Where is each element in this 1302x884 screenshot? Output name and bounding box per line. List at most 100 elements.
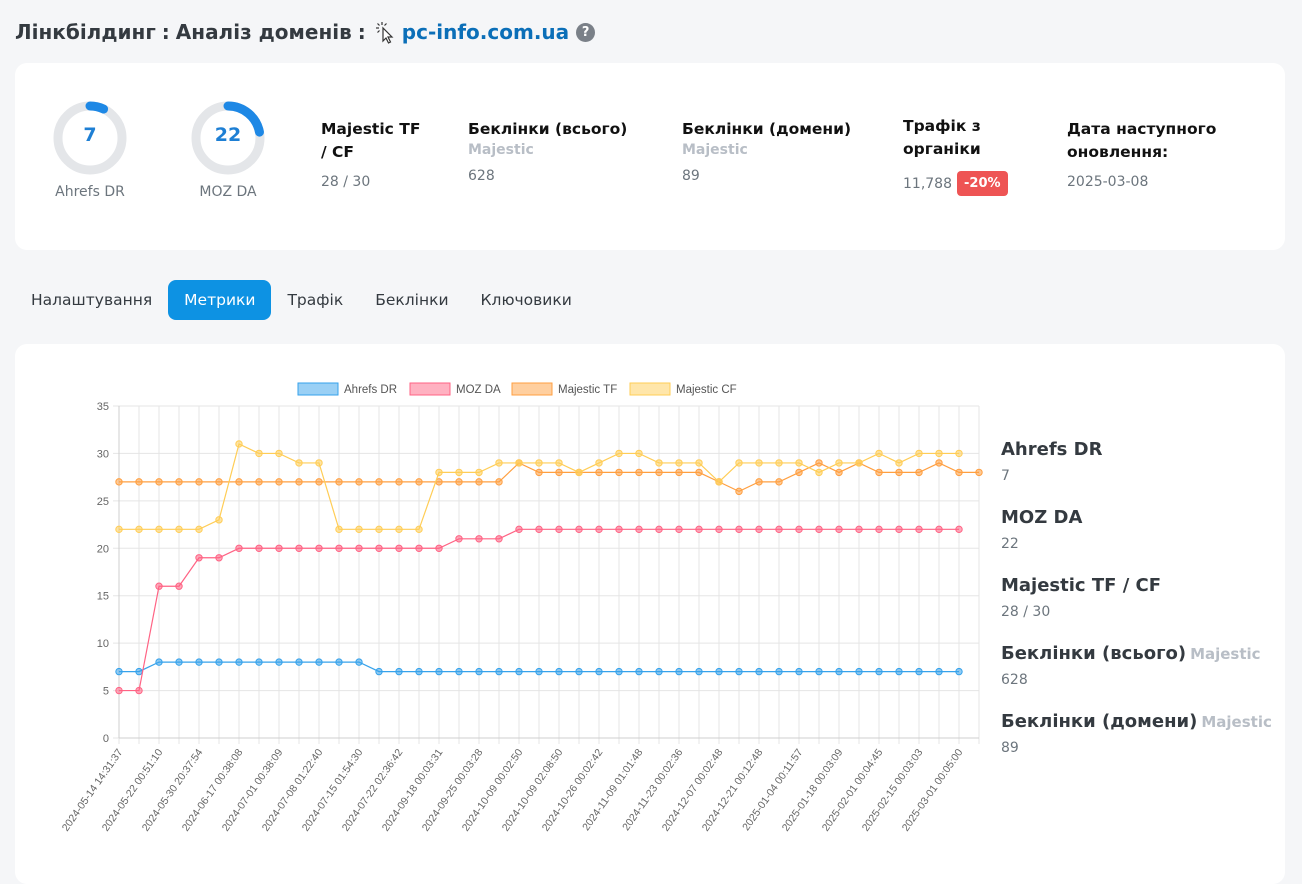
data-point <box>275 658 283 666</box>
data-point <box>335 658 343 666</box>
data-point <box>695 525 703 534</box>
subsection-title: Аналіз доменів <box>175 20 352 44</box>
data-point <box>415 544 423 552</box>
data-point <box>835 667 843 676</box>
data-point <box>475 667 483 676</box>
ahrefs-dr-value: 7 <box>83 124 97 146</box>
data-point <box>455 478 463 486</box>
moz-da-ring <box>191 101 265 175</box>
backlinks-total-title: Беклінки (всього) <box>468 120 628 138</box>
data-point <box>775 667 783 676</box>
data-point <box>195 478 203 486</box>
data-point <box>815 468 823 477</box>
data-point <box>815 459 823 467</box>
data-point <box>375 525 383 534</box>
data-point <box>675 525 683 534</box>
legend-swatch <box>511 382 553 396</box>
data-point <box>215 478 223 486</box>
data-point <box>875 525 883 534</box>
data-point <box>795 468 803 477</box>
data-point <box>875 449 883 458</box>
data-point <box>175 582 183 590</box>
data-point <box>735 487 743 496</box>
backlinks-total-source: Majestic <box>468 142 534 158</box>
section-title: Лінкбілдинг <box>15 20 156 44</box>
backlinks-domains-metric: Беклінки (домени) Majestic 89 <box>682 118 872 184</box>
data-point <box>315 544 323 552</box>
data-point <box>875 468 883 477</box>
side-stat-value: 28 / 30 <box>1001 604 1051 620</box>
data-point <box>175 658 183 666</box>
side-stat-ahrefs-dr: Ahrefs DR 7 <box>1001 438 1281 484</box>
data-point <box>675 468 683 477</box>
data-point <box>595 667 603 676</box>
side-stat-title: Majestic TF / CF <box>1001 575 1162 596</box>
data-point <box>775 459 783 467</box>
data-point <box>275 449 283 458</box>
side-stat-source: Majestic <box>1190 645 1261 663</box>
data-point <box>635 449 643 458</box>
ahrefs-dr-label: Ahrefs DR <box>55 184 125 200</box>
data-point <box>835 468 843 477</box>
data-point <box>115 667 123 676</box>
data-point <box>755 525 763 534</box>
data-point <box>695 667 703 676</box>
side-stats: Ahrefs DR 7 MOZ DA 22 Majestic TF / CF 2… <box>1001 438 1281 778</box>
tabs-bar: Налаштування Метрики Трафік Беклінки Клю… <box>15 280 588 320</box>
legend-label: Majestic TF <box>558 384 617 396</box>
side-stat-title: MOZ DA <box>1001 507 1083 528</box>
data-point <box>655 667 663 676</box>
data-point <box>115 686 123 695</box>
data-point <box>135 478 143 486</box>
tab-metrics[interactable]: Метрики <box>168 280 272 320</box>
backlinks-domains-source: Majestic <box>682 142 748 158</box>
data-point <box>535 468 543 477</box>
data-point <box>515 667 523 676</box>
legend-label: Majestic CF <box>676 384 737 396</box>
organic-traffic-metric: Трафік з органіки 11,788 -20% <box>903 115 1013 196</box>
ahrefs-dr-gauge: 7 Ahrefs DR <box>50 98 130 200</box>
domain-link[interactable]: pc-info.com.ua <box>401 20 570 44</box>
traffic-change-badge: -20% <box>957 171 1008 196</box>
tab-traffic[interactable]: Трафік <box>287 291 344 309</box>
legend-swatch <box>629 382 671 396</box>
data-point <box>875 667 883 676</box>
data-point <box>615 525 623 534</box>
help-icon[interactable]: ? <box>576 22 596 42</box>
ahrefs-dr-ring <box>53 101 127 175</box>
data-point <box>175 478 183 486</box>
data-point <box>295 459 303 467</box>
data-point <box>855 525 863 534</box>
data-point <box>435 667 443 676</box>
tab-backlinks[interactable]: Беклінки <box>375 291 449 309</box>
legend-label: Ahrefs DR <box>344 384 397 396</box>
data-point <box>375 478 383 486</box>
majestic-metric: Majestic TF / CF 28 / 30 <box>321 118 431 190</box>
data-point <box>335 478 343 486</box>
data-point <box>235 658 243 666</box>
tab-keywords[interactable]: Ключовики <box>480 291 572 309</box>
data-point <box>915 525 923 534</box>
data-point <box>835 525 843 534</box>
data-point <box>935 449 943 458</box>
data-point <box>495 478 503 486</box>
cursor-click-icon <box>374 20 398 44</box>
data-point <box>535 459 543 467</box>
next-update-title: Дата наступного оновлення: <box>1067 120 1217 161</box>
data-point <box>135 525 143 534</box>
data-point <box>895 667 903 676</box>
majestic-value: 28 / 30 <box>321 174 371 190</box>
data-point <box>455 667 463 676</box>
moz-da-label: MOZ DA <box>199 184 257 200</box>
data-point <box>275 544 283 552</box>
data-point <box>735 667 743 676</box>
metrics-chart-card: 0 5 10 15 20 25 30 35 2024-05-14 14:31:37 2024-05… <box>15 344 1285 884</box>
data-point <box>935 525 943 534</box>
title-separator: : <box>161 20 170 44</box>
data-point <box>235 440 243 448</box>
data-point <box>435 544 443 552</box>
data-point <box>795 459 803 467</box>
tab-settings[interactable]: Налаштування <box>31 291 153 309</box>
backlinks-total-metric: Беклінки (всього) Majestic 628 <box>468 118 648 184</box>
data-point <box>255 478 263 486</box>
